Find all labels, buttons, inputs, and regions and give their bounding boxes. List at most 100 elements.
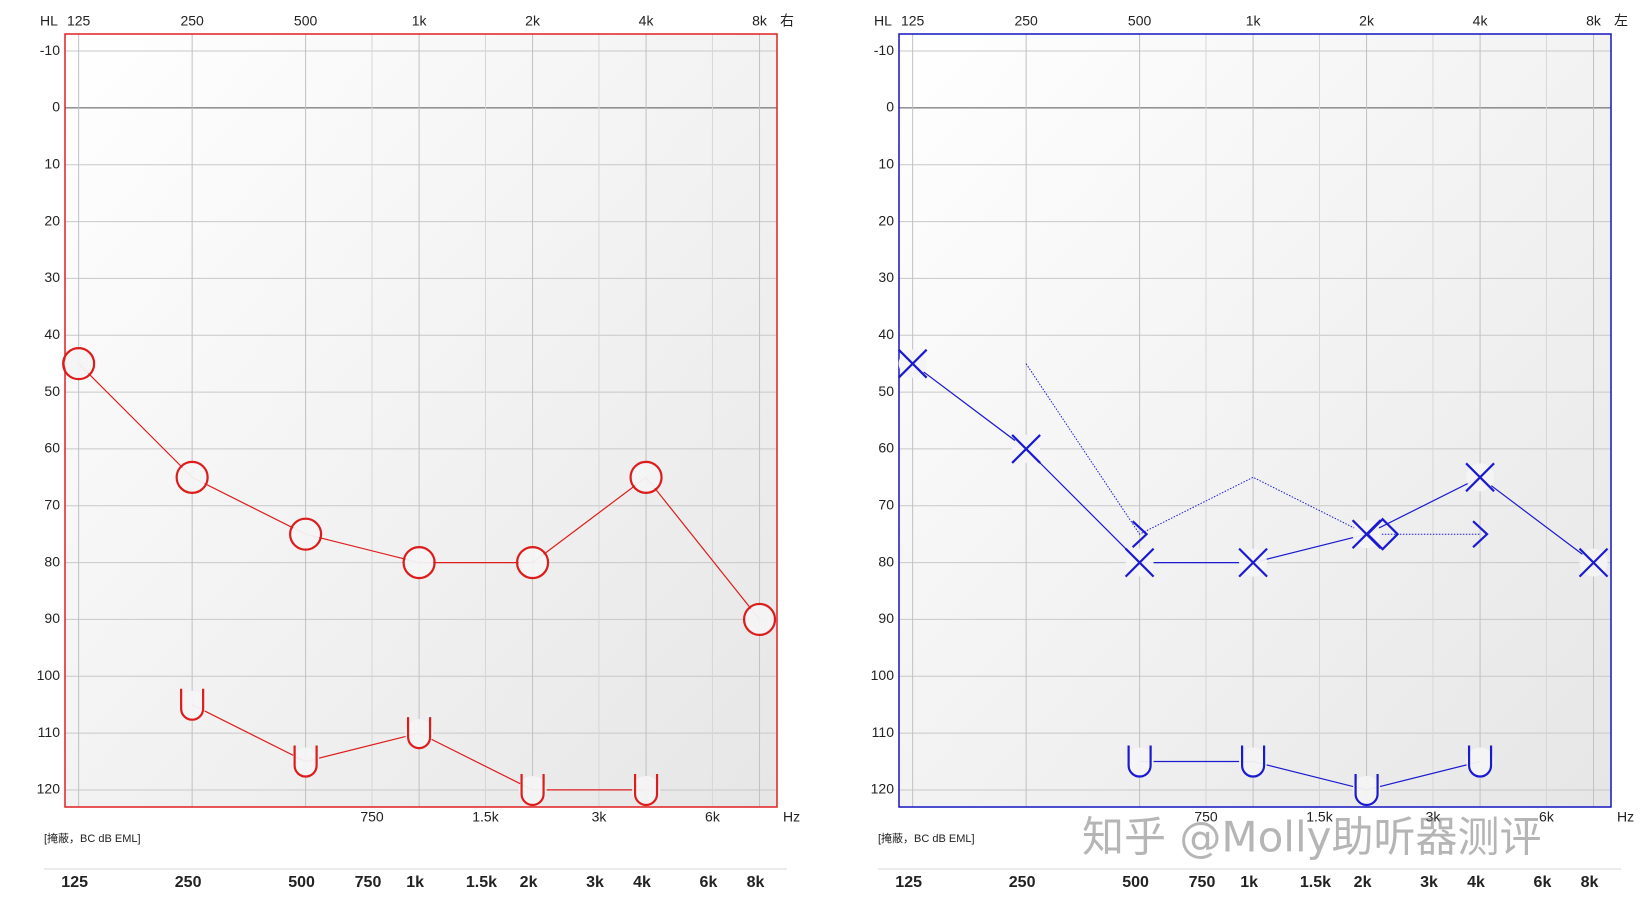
x-minor-tick-label: 750 [1194, 809, 1218, 825]
bottom-tick-label: 4k [633, 874, 651, 891]
marker-mask [64, 349, 93, 378]
ac-marker [402, 545, 436, 580]
ac-marker [1238, 547, 1268, 578]
ac-marker [742, 602, 777, 637]
series-line [1139, 760, 1481, 791]
ac-marker [1578, 547, 1609, 578]
ac-marker [289, 517, 323, 551]
bc-masked-marker [1127, 745, 1152, 778]
y-tick-label: 30 [878, 269, 894, 285]
y-tick-label: 10 [878, 155, 894, 171]
y-tick-label: 30 [44, 269, 60, 285]
bc-masked-marker [633, 773, 659, 806]
x-tick-label: 2k [1359, 13, 1375, 29]
marker-mask [405, 548, 434, 577]
y-tick-label: 70 [878, 496, 894, 512]
y-tick-label: 100 [37, 667, 61, 683]
y-tick-label: 120 [37, 781, 61, 797]
bc-masked-marker [520, 773, 545, 806]
x-minor-tick-label: 1.5k [472, 809, 499, 825]
plot-area [65, 34, 777, 807]
bc-marker [1131, 520, 1149, 548]
y-tick-label: 90 [44, 610, 60, 626]
bottom-tick-label: 750 [1189, 874, 1216, 891]
bottom-tick-label: 3k [586, 874, 604, 891]
bc-masked-marker [293, 745, 318, 778]
bottom-tick-label: 2k [520, 874, 538, 891]
y-tick-label: 0 [886, 99, 894, 115]
plot-border [64, 33, 778, 808]
x-tick-label: 8k [1586, 13, 1602, 29]
bottom-tick-label: 1k [406, 874, 424, 891]
plot-border [898, 33, 1612, 808]
y-tick-label: 110 [872, 724, 895, 740]
bottom-tick-label: 125 [61, 874, 88, 891]
x-tick-label: 4k [1473, 13, 1489, 29]
y-tick-label: -10 [40, 42, 60, 58]
y-tick-label: 50 [44, 383, 60, 399]
marker-mask [405, 719, 434, 748]
ac-marker [1124, 547, 1155, 578]
y-tick-label: 70 [44, 496, 60, 512]
x-minor-tick-label: 750 [360, 809, 384, 825]
x-minor-tick-label: 1.5k [1306, 809, 1333, 825]
bc-masked-marker [1241, 745, 1266, 778]
watermark: 知乎 @Molly助听器测评 [1082, 813, 1541, 862]
y-tick-label: 60 [44, 440, 60, 456]
y-tick-label: 100 [871, 667, 895, 683]
marker-mask [178, 463, 207, 492]
bottom-tick-label: 2k [1354, 874, 1372, 891]
bottom-tick-label: 1.5k [1300, 874, 1331, 891]
x-tick-label: 1k [1246, 13, 1262, 29]
y-tick-label: 40 [44, 326, 60, 342]
bc-masked-marker [406, 717, 432, 750]
bottom-tick-label: 8k [1581, 874, 1599, 891]
marker-mask [518, 775, 547, 804]
y-tick-label: 80 [44, 553, 60, 569]
footnote: [掩蔽，BC dB EML] [878, 831, 975, 845]
marker-mask [1352, 775, 1381, 804]
marker-mask [1239, 747, 1268, 776]
x-tick-label: 500 [294, 13, 318, 29]
bottom-tick-label: 250 [175, 874, 202, 891]
bc-masked-marker [180, 688, 205, 721]
bc-masked-marker [1467, 745, 1493, 778]
ac-marker [175, 460, 209, 494]
marker-mask [745, 605, 774, 634]
x-minor-tick-label: 3k [592, 809, 608, 825]
x-tick-label: 250 [180, 13, 204, 29]
ac-marker [897, 348, 928, 379]
ac-marker [629, 460, 663, 494]
y-tick-label: 50 [878, 383, 894, 399]
x-tick-label: 1k [412, 13, 428, 29]
bottom-tick-label: 1k [1240, 874, 1258, 891]
plot-area [899, 34, 1611, 807]
ear-label: 左 [1614, 13, 1628, 29]
y-axis-label: HL [40, 13, 58, 29]
bottom-tick-label: 125 [895, 874, 922, 891]
diamond-marker [1366, 517, 1400, 551]
x-tick-label: 4k [639, 13, 655, 29]
bc-marker [1472, 520, 1489, 548]
marker-mask [632, 463, 661, 492]
marker-mask [178, 690, 207, 719]
ear-label: 右 [780, 13, 794, 29]
y-tick-label: 60 [878, 440, 894, 456]
y-tick-label: 80 [878, 553, 894, 569]
x-tick-label: 125 [67, 13, 91, 29]
x-minor-tick-label: 6k [705, 809, 721, 825]
x-minor-tick-label: 3k [1426, 809, 1442, 825]
marker-mask [291, 747, 320, 776]
y-tick-label: 90 [878, 610, 894, 626]
marker-mask [518, 548, 547, 577]
bottom-tick-label: 4k [1467, 874, 1485, 891]
marker-mask [632, 775, 661, 804]
y-tick-label: 20 [44, 212, 60, 228]
bottom-tick-label: 500 [288, 874, 315, 891]
bc-masked-marker [1354, 773, 1379, 806]
x-tick-label: 250 [1014, 13, 1038, 29]
bottom-tick-label: 8k [747, 874, 765, 891]
x-tick-label: 500 [1128, 13, 1152, 29]
